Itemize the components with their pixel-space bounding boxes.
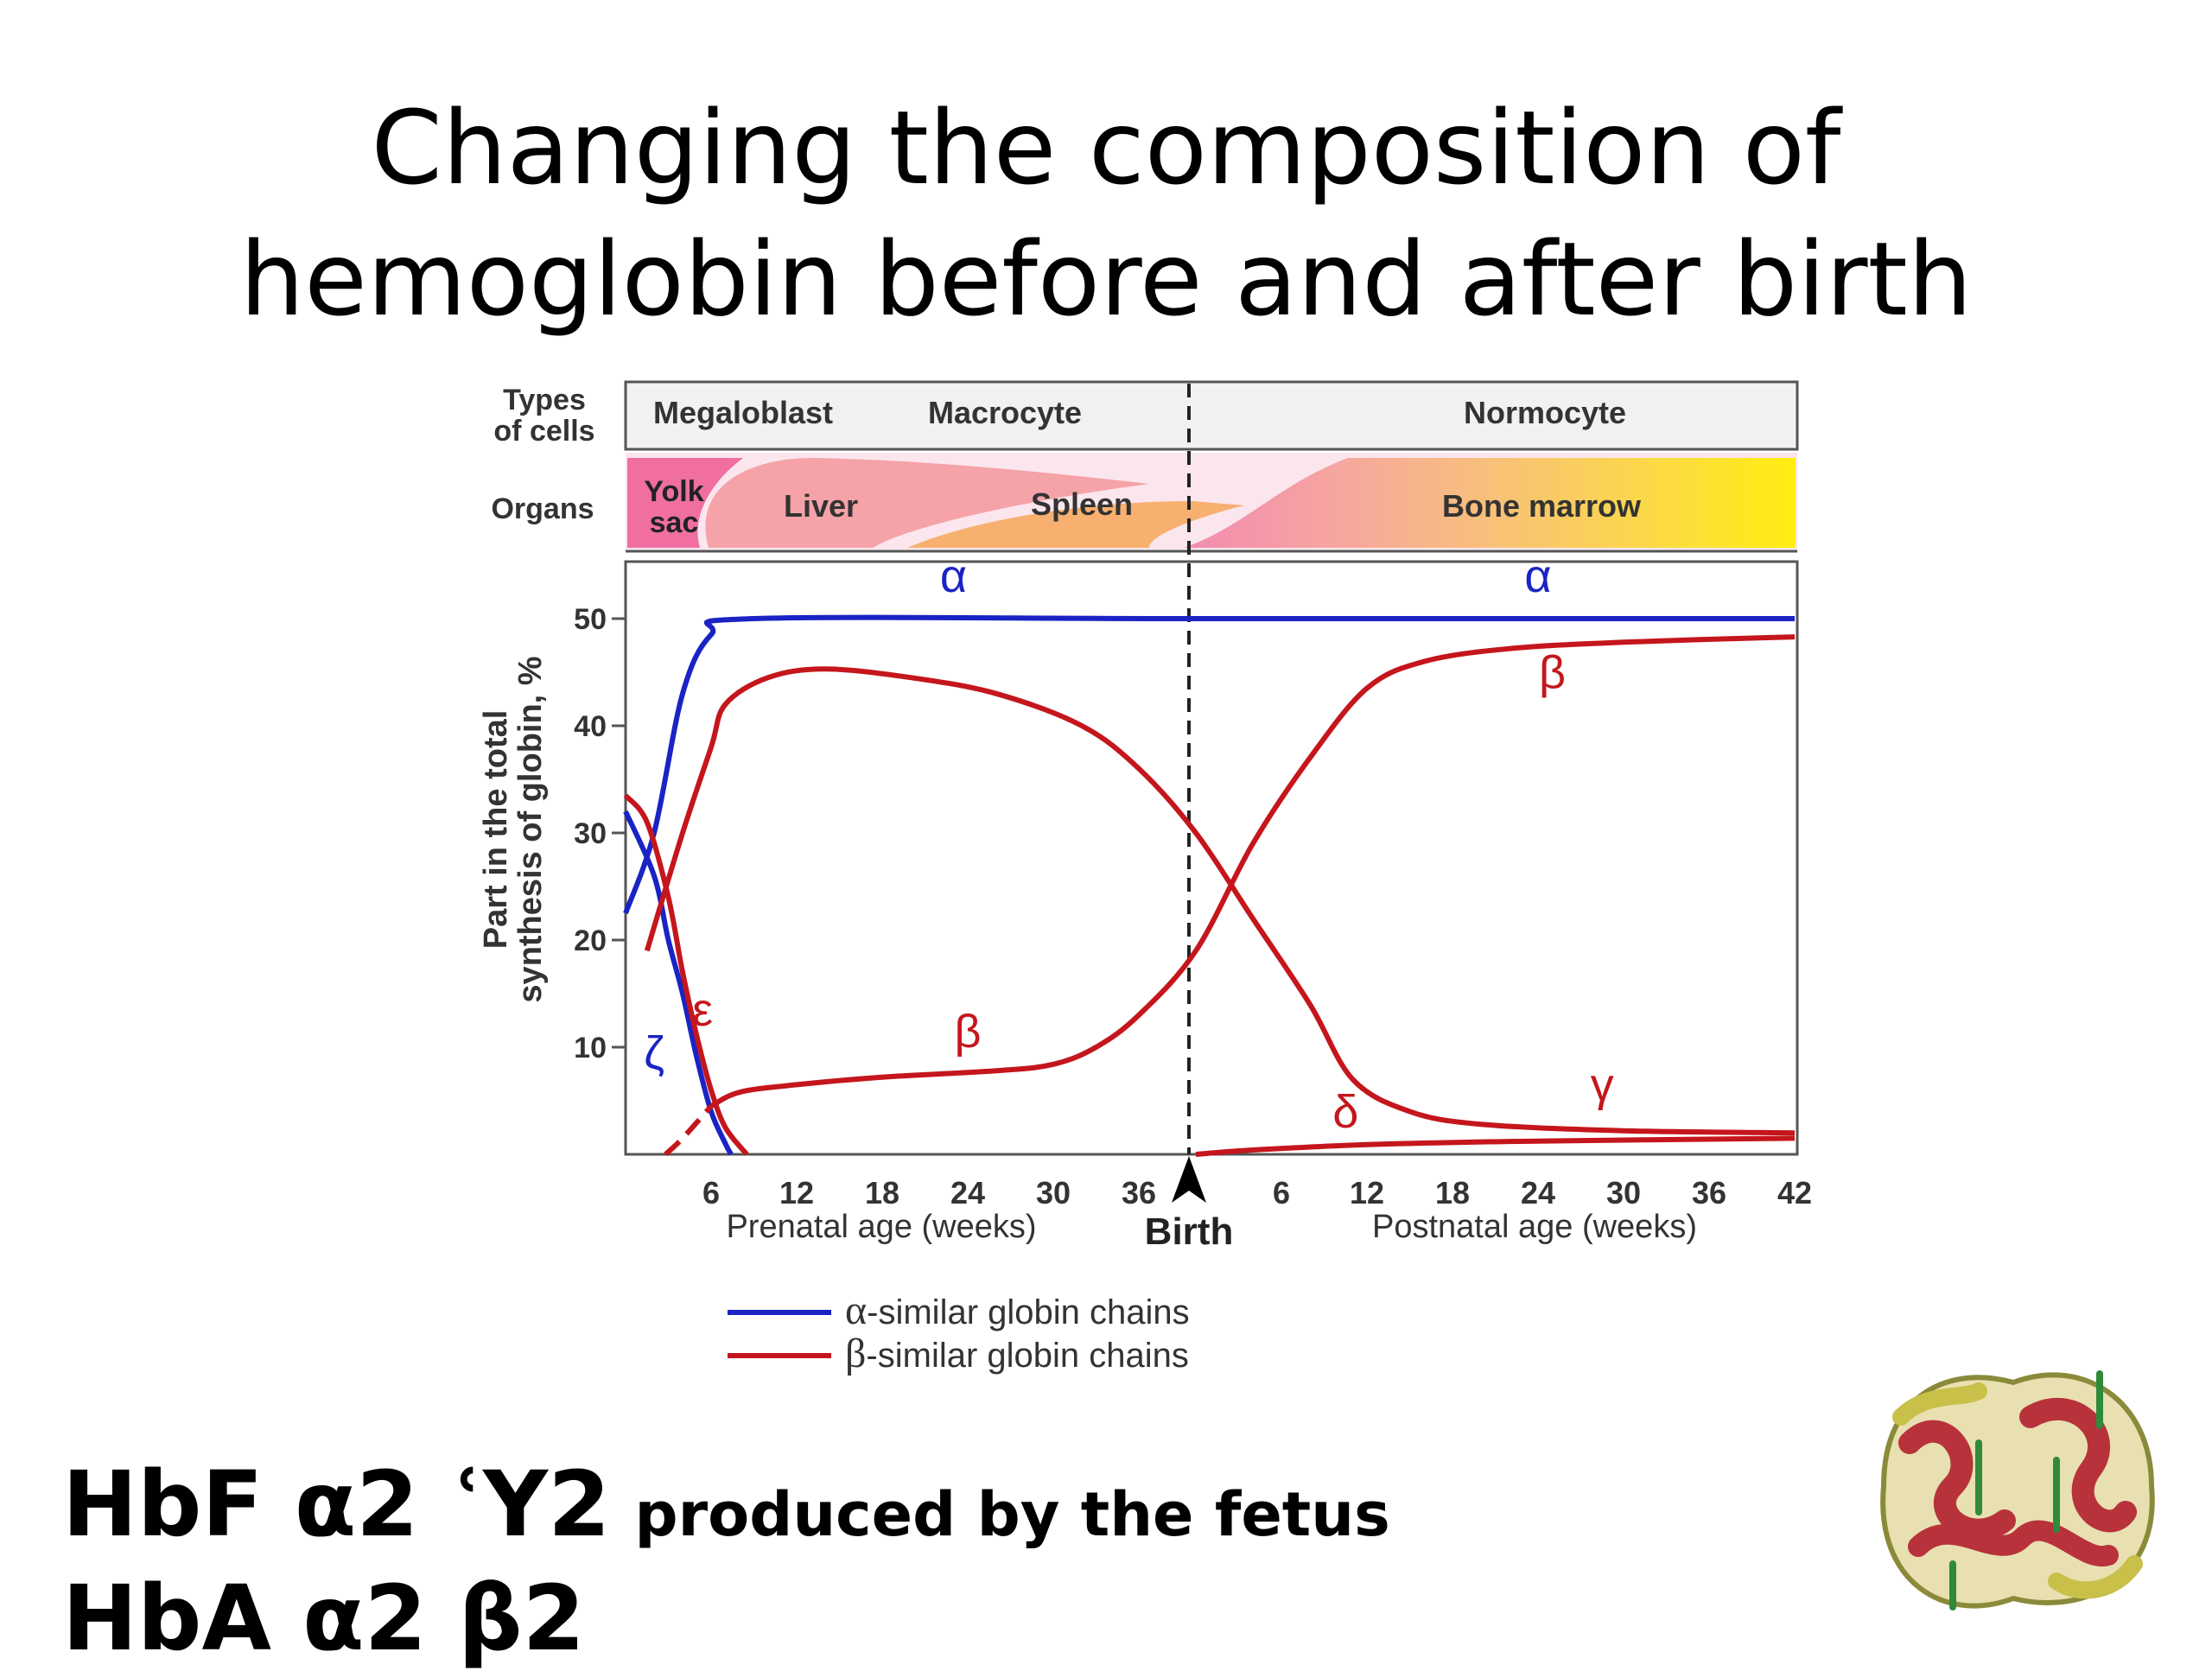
postnatal-label: Postnatal age (weeks) <box>1372 1209 1697 1245</box>
prenatal-label: Prenatal age (weeks) <box>726 1209 1036 1245</box>
x-tick-label: 18 <box>865 1175 899 1210</box>
series-line-β <box>709 634 1796 1109</box>
organ-spleen <box>907 501 1244 548</box>
legend-alpha-label: -similar globin chains <box>867 1293 1189 1331</box>
hbf-note: produced by the fetus <box>634 1479 1390 1550</box>
cell-types-label-2: of cells <box>493 415 594 448</box>
x-tick-label: 30 <box>1606 1175 1641 1210</box>
cell-type-macrocyte: Macrocyte <box>928 395 1082 430</box>
series-line-β-dashed <box>664 1104 714 1157</box>
y-tick-label: 20 <box>574 924 607 957</box>
hbf-line: HbF α2 ʿY2 produced by the fetus <box>62 1452 1390 1557</box>
chart-curves <box>623 614 1796 1157</box>
y-tick-label: 10 <box>574 1032 607 1064</box>
series-label: β <box>954 1006 981 1058</box>
legend-alpha-text: α-similar globin chains <box>845 1287 1190 1333</box>
x-tick-label: 24 <box>1521 1175 1555 1210</box>
title-line-1: Changing the composition of <box>371 88 1841 207</box>
series-label: γ <box>1591 1059 1614 1111</box>
organ-label-spleen: Spleen <box>1031 486 1133 522</box>
organ-label-liver: Liver <box>784 488 858 524</box>
series-line-ζ <box>623 810 734 1156</box>
organ-label-sac: sac <box>650 506 699 539</box>
x-tick-label: 12 <box>779 1175 814 1210</box>
legend-beta-label: -similar globin chains <box>866 1337 1188 1375</box>
y-axis-label-1: Part in the total <box>478 710 514 950</box>
series-label: ζ <box>644 1027 664 1079</box>
cell-type-normocyte: Normocyte <box>1464 395 1626 430</box>
y-axis-ticks: 10 20 30 40 50 <box>574 603 626 1064</box>
x-tick-label: 30 <box>1036 1175 1071 1210</box>
series-line-α <box>623 614 1795 915</box>
cell-types-label-1: Types <box>503 384 586 416</box>
slide-title: Changing the composition of hemoglobin b… <box>0 82 2212 345</box>
x-tick-label: 18 <box>1435 1175 1470 1210</box>
x-tick-label: 12 <box>1350 1175 1384 1210</box>
organ-label-bone-marrow: Bone marrow <box>1442 488 1642 524</box>
x-tick-label: 6 <box>702 1175 720 1210</box>
series-line-δ <box>1195 1135 1796 1157</box>
series-labels: α α ζε β β δ γ <box>644 550 1614 1138</box>
organ-label-yolk: Yolk <box>644 475 703 508</box>
organ-yolk-sac <box>627 458 743 548</box>
organ-bone-marrow <box>1184 458 1796 548</box>
birth-arrow <box>1172 1156 1206 1203</box>
legend-beta-text: β-similar globin chains <box>845 1331 1189 1376</box>
y-axis-label-2: synthesis of globin, % <box>512 656 549 1002</box>
cell-type-megaloblast: Megaloblast <box>653 395 833 430</box>
legend-alpha-symbol: α <box>845 1287 867 1333</box>
x-tick-label: 36 <box>1122 1175 1156 1210</box>
x-tick-label: 24 <box>950 1175 985 1210</box>
x-axis-ticks: 6 12 18 24 30 36 6 12 18 24 30 36 42 <box>702 1175 1812 1210</box>
x-tick-label: 42 <box>1777 1175 1812 1210</box>
organ-liver <box>705 458 1149 548</box>
x-tick-label: 36 <box>1692 1175 1726 1210</box>
x-tick-label: 6 <box>1273 1175 1290 1210</box>
hemoglobin-structure-image <box>1880 1370 2155 1611</box>
title-line-2: hemoglobin before and after birth <box>239 219 1973 339</box>
birth-label: Birth <box>1145 1210 1234 1253</box>
series-label: ε <box>692 984 713 1036</box>
legend-beta-symbol: β <box>845 1331 866 1376</box>
series-line-γ <box>644 666 1796 1136</box>
series-line-ε <box>623 793 749 1156</box>
cell-types-band <box>624 380 1799 451</box>
series-label: α <box>940 550 967 602</box>
y-tick-label: 50 <box>574 603 607 636</box>
hbf-formula: HbF α2 ʿY2 <box>62 1452 611 1557</box>
y-tick-label: 30 <box>574 817 607 850</box>
hba-line: HbA α2 β2 <box>62 1566 586 1671</box>
series-label: β <box>1539 647 1566 699</box>
y-tick-label: 40 <box>574 710 607 743</box>
series-label: α <box>1524 550 1551 602</box>
organs-label: Organs <box>491 492 594 525</box>
series-label: δ <box>1332 1086 1358 1138</box>
